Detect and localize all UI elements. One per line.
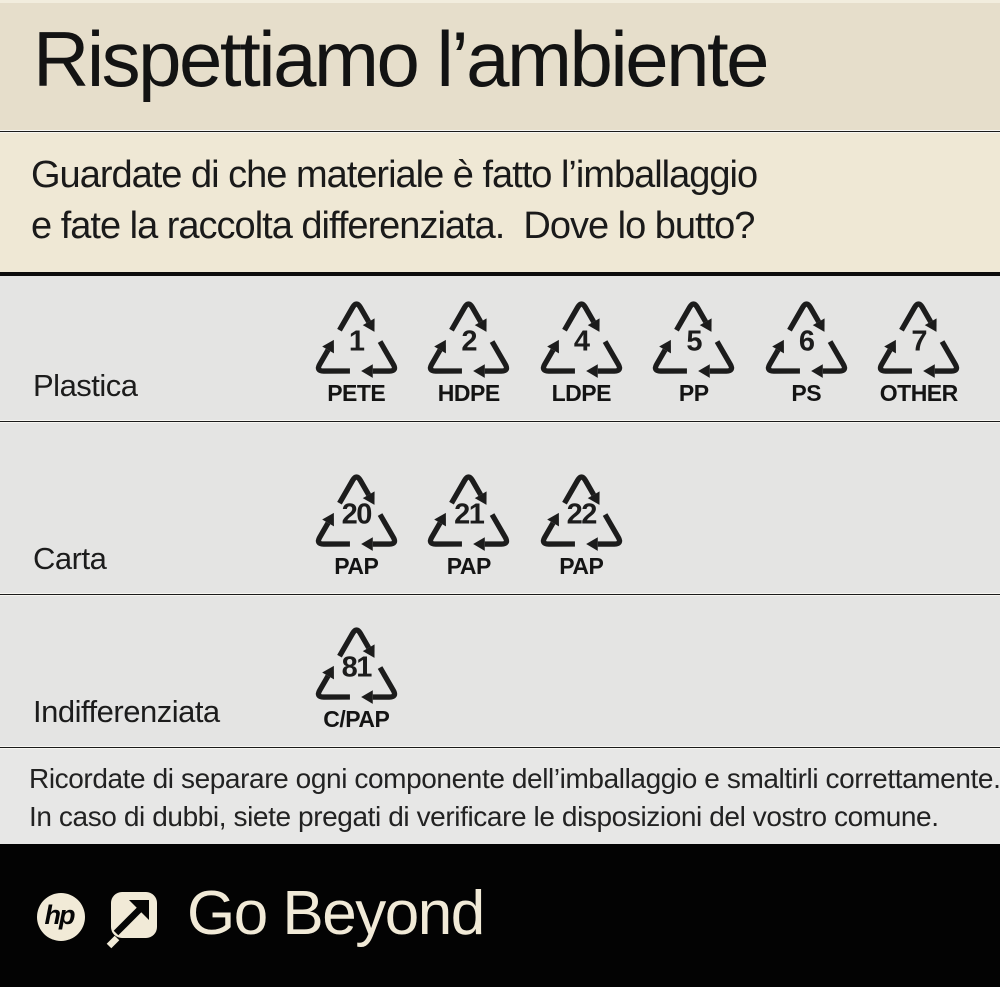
note-line-2: In caso di dubbi, siete pregati di verif… xyxy=(29,801,939,832)
recycling-symbol: 22 PAP xyxy=(525,465,638,580)
intro-line-2: e fate la raccolta differenziata. Dove l… xyxy=(31,205,755,247)
divider xyxy=(0,130,1000,133)
recycling-number: 4 xyxy=(573,325,590,358)
material-row-plastica: Plastica 1 PETE 2 HDPE 4 LDPE 5 PP 6 PS xyxy=(0,276,1000,420)
recycling-number: 6 xyxy=(798,325,815,358)
recycling-number: 21 xyxy=(454,498,485,531)
note-section: Ricordate di separare ogni componente de… xyxy=(0,749,1000,844)
recycling-number: 2 xyxy=(461,325,477,358)
recycling-number: 81 xyxy=(341,651,373,684)
material-code-label: PAP xyxy=(334,553,379,579)
recycling-symbol: 7 OTHER xyxy=(863,292,976,407)
material-row-carta: Carta 20 PAP 21 PAP 22 PAP xyxy=(0,423,1000,593)
material-code-label: C/PAP xyxy=(323,706,390,732)
material-code-label: PS xyxy=(791,380,822,406)
recycling-number: 20 xyxy=(341,498,373,531)
title-banner: Rispettiamo l’ambiente xyxy=(0,3,1000,130)
divider xyxy=(0,746,1000,749)
material-row-label: Carta xyxy=(33,541,107,576)
recycling-number: 1 xyxy=(348,325,365,358)
divider xyxy=(0,593,1000,596)
material-row-label: Plastica xyxy=(33,368,138,403)
footer-bar: hp Go Beyond xyxy=(0,844,1000,987)
material-code-label: PAP xyxy=(446,553,492,579)
divider xyxy=(0,420,1000,423)
recycling-symbol: 20 PAP xyxy=(300,465,413,580)
material-code-label: PETE xyxy=(327,380,386,406)
intro-banner: Guardate di che materiale è fatto l’imba… xyxy=(0,133,1000,272)
material-code-label: LDPE xyxy=(551,380,612,406)
recycling-symbol: 21 PAP xyxy=(413,465,526,580)
recycling-symbol: 6 PS xyxy=(750,292,863,407)
note-line-1: Ricordate di separare ogni componente de… xyxy=(29,763,1000,794)
recycling-symbol: 5 PP xyxy=(638,292,751,407)
recycling-symbol: 4 LDPE xyxy=(525,292,638,407)
recycling-symbol: 1 PETE xyxy=(300,292,413,407)
material-row-indifferenziata: Indifferenziata 81 C/PAP xyxy=(0,596,1000,746)
recycling-number: 22 xyxy=(566,498,598,531)
tagline: Go Beyond xyxy=(187,879,485,948)
materials-table: Plastica 1 PETE 2 HDPE 4 LDPE 5 PP 6 PS xyxy=(0,276,1000,749)
material-code-label: PAP xyxy=(559,553,604,579)
page-title: Rispettiamo l’ambiente xyxy=(33,15,770,103)
material-code-label: OTHER xyxy=(879,380,959,406)
intro-line-1: Guardate di che materiale è fatto l’imba… xyxy=(31,154,758,196)
hp-logo: hp xyxy=(37,892,85,941)
black-rule xyxy=(0,272,1000,276)
page-top-edge xyxy=(0,0,1000,3)
material-code-label: PP xyxy=(678,380,709,406)
recycling-number: 5 xyxy=(686,325,702,358)
recycling-symbol: 2 HDPE xyxy=(413,292,526,407)
recycling-number: 7 xyxy=(911,325,927,358)
go-beyond-arrow-icon xyxy=(106,891,157,948)
material-row-label: Indifferenziata xyxy=(33,694,220,729)
material-code-label: HDPE xyxy=(437,380,500,406)
hp-logo-text: hp xyxy=(44,900,76,930)
recycling-symbol: 81 C/PAP xyxy=(300,618,413,733)
